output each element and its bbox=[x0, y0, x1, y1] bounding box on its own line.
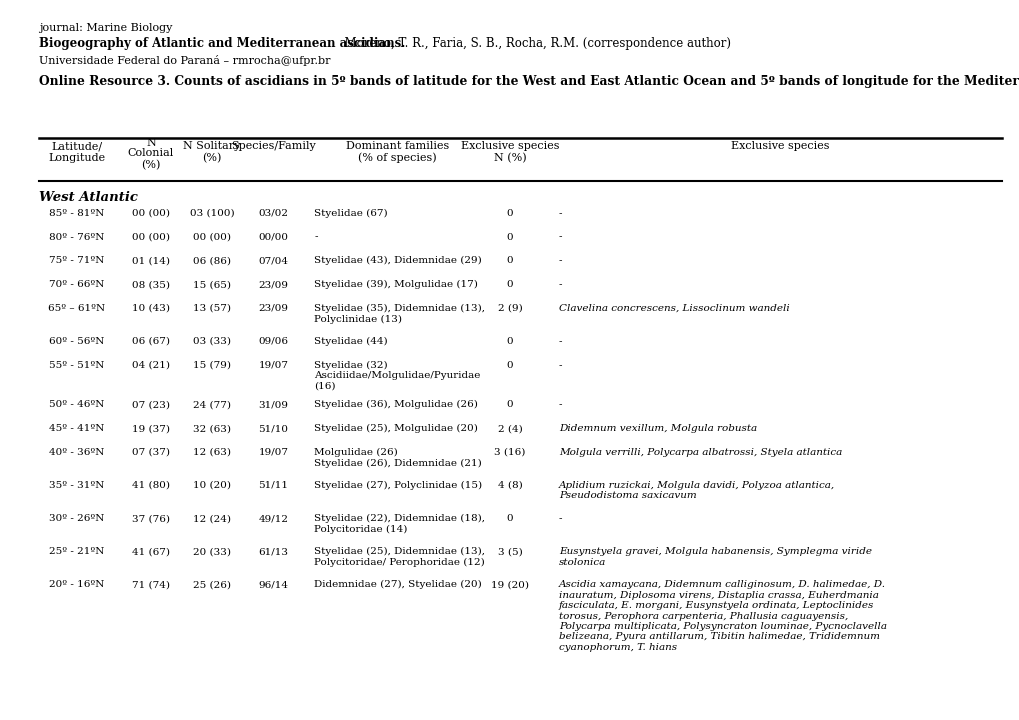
Text: 70º - 66ºN: 70º - 66ºN bbox=[49, 280, 104, 289]
Text: 15 (79): 15 (79) bbox=[193, 361, 231, 370]
Text: Styelidae (67): Styelidae (67) bbox=[314, 209, 387, 218]
Text: 37 (76): 37 (76) bbox=[131, 514, 170, 523]
Text: Latitude/
Longitude: Latitude/ Longitude bbox=[48, 141, 105, 163]
Text: -: - bbox=[558, 280, 561, 289]
Text: 31/09: 31/09 bbox=[258, 400, 288, 410]
Text: 4 (8): 4 (8) bbox=[497, 481, 522, 490]
Text: 2 (9): 2 (9) bbox=[497, 304, 522, 313]
Text: 96/14: 96/14 bbox=[258, 580, 288, 590]
Text: Exclusive species: Exclusive species bbox=[731, 141, 828, 151]
Text: 0: 0 bbox=[506, 209, 513, 217]
Text: Styelidae (36), Molgulidae (26): Styelidae (36), Molgulidae (26) bbox=[314, 400, 478, 410]
Text: N: N bbox=[146, 138, 156, 148]
Text: 20º - 16ºN: 20º - 16ºN bbox=[49, 580, 104, 590]
Text: 41 (80): 41 (80) bbox=[131, 481, 170, 490]
Text: 09/06: 09/06 bbox=[258, 337, 288, 346]
Text: 07/04: 07/04 bbox=[258, 256, 288, 266]
Text: -: - bbox=[558, 337, 561, 346]
Text: Species/Family: Species/Family bbox=[230, 141, 316, 151]
Text: 30º - 26ºN: 30º - 26ºN bbox=[49, 514, 104, 523]
Text: 03 (100): 03 (100) bbox=[190, 209, 234, 217]
Text: 03/02: 03/02 bbox=[258, 209, 288, 217]
Text: 55º - 51ºN: 55º - 51ºN bbox=[49, 361, 104, 370]
Text: -: - bbox=[558, 256, 561, 266]
Text: 80º - 76ºN: 80º - 76ºN bbox=[49, 233, 104, 242]
Text: 24 (77): 24 (77) bbox=[193, 400, 231, 410]
Text: 0: 0 bbox=[506, 256, 513, 266]
Text: -: - bbox=[558, 233, 561, 242]
Text: 19 (20): 19 (20) bbox=[490, 580, 529, 590]
Text: 19/07: 19/07 bbox=[258, 361, 288, 370]
Text: Styelidae (43), Didemnidae (29): Styelidae (43), Didemnidae (29) bbox=[314, 256, 481, 266]
Text: 51/11: 51/11 bbox=[258, 481, 288, 490]
Text: 85º - 81ºN: 85º - 81ºN bbox=[49, 209, 104, 217]
Text: 19 (37): 19 (37) bbox=[131, 424, 170, 433]
Text: Moreno, T. R., Faria, S. B., Rocha, R.M. (correspondence author): Moreno, T. R., Faria, S. B., Rocha, R.M.… bbox=[336, 37, 730, 50]
Text: 0: 0 bbox=[506, 400, 513, 410]
Text: 06 (67): 06 (67) bbox=[131, 337, 170, 346]
Text: Styelidae (39), Molgulidae (17): Styelidae (39), Molgulidae (17) bbox=[314, 280, 478, 289]
Text: 50º - 46ºN: 50º - 46ºN bbox=[49, 400, 104, 410]
Text: Exclusive species
N (%): Exclusive species N (%) bbox=[461, 141, 558, 163]
Text: 3 (16): 3 (16) bbox=[494, 448, 525, 457]
Text: 12 (63): 12 (63) bbox=[193, 448, 231, 457]
Text: 40º - 36ºN: 40º - 36ºN bbox=[49, 448, 104, 457]
Text: 13 (57): 13 (57) bbox=[193, 304, 231, 313]
Text: 23/09: 23/09 bbox=[258, 304, 288, 313]
Text: Colonial
(%): Colonial (%) bbox=[127, 148, 174, 171]
Text: 61/13: 61/13 bbox=[258, 547, 288, 557]
Text: 15 (65): 15 (65) bbox=[193, 280, 231, 289]
Text: Styelidae (44): Styelidae (44) bbox=[314, 337, 387, 346]
Text: 00 (00): 00 (00) bbox=[131, 209, 170, 217]
Text: Biogeography of Atlantic and Mediterranean ascidians.: Biogeography of Atlantic and Mediterrane… bbox=[39, 37, 405, 50]
Text: 65º – 61ºN: 65º – 61ºN bbox=[48, 304, 105, 313]
Text: 01 (14): 01 (14) bbox=[131, 256, 170, 266]
Text: Online Resource 3. Counts of ascidians in 5º bands of latitude for the West and : Online Resource 3. Counts of ascidians i… bbox=[39, 75, 1019, 88]
Text: Didemnum vexillum, Molgula robusta: Didemnum vexillum, Molgula robusta bbox=[558, 424, 756, 433]
Text: 41 (67): 41 (67) bbox=[131, 547, 170, 557]
Text: Styelidae (35), Didemnidae (13),
Polyclinidae (13): Styelidae (35), Didemnidae (13), Polycli… bbox=[314, 304, 485, 323]
Text: -: - bbox=[558, 209, 561, 217]
Text: Molgula verrilli, Polycarpa albatrossi, Styela atlantica: Molgula verrilli, Polycarpa albatrossi, … bbox=[558, 448, 842, 457]
Text: 10 (43): 10 (43) bbox=[131, 304, 170, 313]
Text: 25º - 21ºN: 25º - 21ºN bbox=[49, 547, 104, 557]
Text: 0: 0 bbox=[506, 514, 513, 523]
Text: 12 (24): 12 (24) bbox=[193, 514, 231, 523]
Text: 00/00: 00/00 bbox=[258, 233, 288, 242]
Text: 07 (37): 07 (37) bbox=[131, 448, 170, 457]
Text: 3 (5): 3 (5) bbox=[497, 547, 522, 557]
Text: Clavelina concrescens, Lissoclinum wandeli: Clavelina concrescens, Lissoclinum wande… bbox=[558, 304, 789, 313]
Text: 0: 0 bbox=[506, 233, 513, 242]
Text: Universidade Federal do Paraná – rmrocha@ufpr.br: Universidade Federal do Paraná – rmrocha… bbox=[39, 55, 330, 66]
Text: 00 (00): 00 (00) bbox=[193, 233, 231, 242]
Text: Styelidae (27), Polyclinidae (15): Styelidae (27), Polyclinidae (15) bbox=[314, 481, 482, 490]
Text: 04 (21): 04 (21) bbox=[131, 361, 170, 370]
Text: Styelidae (25), Molgulidae (20): Styelidae (25), Molgulidae (20) bbox=[314, 424, 478, 433]
Text: journal: Marine Biology: journal: Marine Biology bbox=[39, 23, 172, 33]
Text: 49/12: 49/12 bbox=[258, 514, 288, 523]
Text: -: - bbox=[558, 361, 561, 370]
Text: 0: 0 bbox=[506, 337, 513, 346]
Text: Didemnidae (27), Styelidae (20): Didemnidae (27), Styelidae (20) bbox=[314, 580, 481, 590]
Text: Molgulidae (26)
Styelidae (26), Didemnidae (21): Molgulidae (26) Styelidae (26), Didemnid… bbox=[314, 448, 481, 467]
Text: 35º - 31ºN: 35º - 31ºN bbox=[49, 481, 104, 490]
Text: 45º - 41ºN: 45º - 41ºN bbox=[49, 424, 104, 433]
Text: 10 (20): 10 (20) bbox=[193, 481, 231, 490]
Text: 08 (35): 08 (35) bbox=[131, 280, 170, 289]
Text: 20 (33): 20 (33) bbox=[193, 547, 231, 557]
Text: 0: 0 bbox=[506, 361, 513, 370]
Text: 00 (00): 00 (00) bbox=[131, 233, 170, 242]
Text: 51/10: 51/10 bbox=[258, 424, 288, 433]
Text: 32 (63): 32 (63) bbox=[193, 424, 231, 433]
Text: West Atlantic: West Atlantic bbox=[39, 191, 138, 204]
Text: Styelidae (25), Didemnidae (13),
Polycitoridae/ Perophoridae (12): Styelidae (25), Didemnidae (13), Polycit… bbox=[314, 547, 485, 567]
Text: Eusynstyela gravei, Molgula habanensis, Symplegma viride
stolonica: Eusynstyela gravei, Molgula habanensis, … bbox=[558, 547, 871, 567]
Text: -: - bbox=[558, 514, 561, 523]
Text: Dominant families
(% of species): Dominant families (% of species) bbox=[345, 141, 449, 163]
Text: 2 (4): 2 (4) bbox=[497, 424, 522, 433]
Text: 75º - 71ºN: 75º - 71ºN bbox=[49, 256, 104, 266]
Text: N Solitary
(%): N Solitary (%) bbox=[183, 141, 240, 163]
Text: 03 (33): 03 (33) bbox=[193, 337, 231, 346]
Text: 60º - 56ºN: 60º - 56ºN bbox=[49, 337, 104, 346]
Text: Ascidia xamaycana, Didemnum calliginosum, D. halimedae, D.
inauratum, Diplosoma : Ascidia xamaycana, Didemnum calliginosum… bbox=[558, 580, 887, 652]
